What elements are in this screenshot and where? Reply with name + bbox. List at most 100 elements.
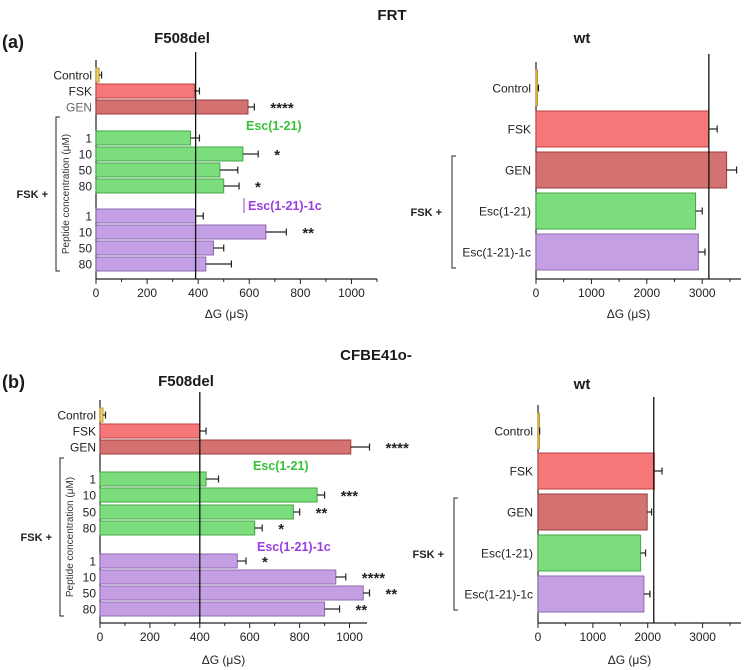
b-right-title: wt <box>573 376 591 393</box>
a-right-category-label: Esc(1-21)-1c <box>462 246 531 260</box>
a-right-x-label: ΔG (μS) <box>607 307 651 321</box>
a-left-bar-fsk <box>95 83 195 99</box>
b-left-group-label: FSK + <box>21 532 52 544</box>
b-right-category-label: Control <box>494 425 533 439</box>
b-right-tick-label: 1000 <box>580 630 607 644</box>
a-right-category-label: GEN <box>505 164 531 178</box>
b-right-bar-esc1c <box>537 575 645 613</box>
b-right-category-label: GEN <box>507 506 533 520</box>
a-left-bar-control <box>95 67 100 83</box>
a-left-category-label: 1 <box>85 210 92 224</box>
a-right-title: wt <box>573 30 591 47</box>
a-left-tick-label: 0 <box>93 286 100 300</box>
a-left-tick-label: 400 <box>188 286 208 300</box>
a-right-category-label: Esc(1-21) <box>479 205 531 219</box>
a-left-peptide-axis-label: Peptide concentration (μM) <box>61 134 72 254</box>
b-left-group-bracket <box>59 457 64 617</box>
row-a-letter: (a) <box>2 32 24 52</box>
b-left-significance: * <box>262 554 268 571</box>
b-right-group-label: FSK + <box>413 549 444 561</box>
b-left-category-label: GEN <box>70 441 96 455</box>
b-left-significance: ** <box>385 586 397 603</box>
a-left-bar-esc <box>95 178 225 194</box>
b-left-category-label: Control <box>57 409 96 423</box>
a-left-category-label: 80 <box>79 258 93 272</box>
b-left-category-label: 50 <box>83 506 97 520</box>
b-left-category-label: 1 <box>89 473 96 487</box>
b-left-category-label: FSK <box>73 425 96 439</box>
a-left-category-label: 10 <box>79 148 93 162</box>
b-left-bar-esc1c <box>99 585 364 601</box>
b-left-tick-label: 1000 <box>336 630 363 644</box>
b-left-category-label: 10 <box>83 571 97 585</box>
b-left-annotation-esc1c: Esc(1-21)-1c <box>257 540 331 554</box>
b-left-bar-esc <box>99 504 294 520</box>
a-left-bar-esc <box>95 130 192 146</box>
b-left-significance: *** <box>341 488 359 505</box>
b-left-tick-label: 800 <box>290 630 310 644</box>
a-right-tick-label: 1000 <box>578 286 605 300</box>
b-left-bar-esc1c <box>99 553 238 569</box>
b-left-bar-esc1c <box>99 569 337 585</box>
b-left-category-label: 80 <box>83 603 97 617</box>
a-right-bar-gen <box>535 151 728 189</box>
a-right-category-label: FSK <box>508 123 531 137</box>
b-right-category-label: FSK <box>510 465 533 479</box>
a-left-annotation-esc1c: Esc(1-21)-1c <box>248 199 322 213</box>
a-left-bar-gen <box>95 99 249 115</box>
a-right-bar-control <box>535 69 538 107</box>
a-right-category-label: Control <box>492 82 531 96</box>
b-right-tick-label: 0 <box>535 630 542 644</box>
a-left-significance: * <box>274 147 280 164</box>
b-right-category-label: Esc(1-21) <box>481 547 533 561</box>
a-left-category-label: Control <box>53 69 92 83</box>
row-b-letter: (b) <box>2 372 25 392</box>
a-left-tick-label: 1000 <box>338 286 365 300</box>
a-left-tick-label: 200 <box>137 286 157 300</box>
b-right-tick-label: 3000 <box>689 630 716 644</box>
b-right-bar-gen <box>537 493 648 531</box>
b-left-significance: **** <box>385 440 409 457</box>
a-left-bar-esc <box>95 146 244 162</box>
a-left-category-label: 80 <box>79 180 93 194</box>
b-right-bar-esc <box>537 534 642 572</box>
b-left-bar-control <box>99 407 104 423</box>
b-left-bar-esc1c <box>99 601 326 617</box>
b-left-bar-esc <box>99 471 207 487</box>
b-right-category-label: Esc(1-21)-1c <box>464 588 533 602</box>
b-left-bar-gen <box>99 439 352 455</box>
b-left-category-label: 50 <box>83 587 97 601</box>
b-left-bar-esc <box>99 520 256 536</box>
b-left-significance: ** <box>356 602 368 619</box>
a-left-bar-esc1c <box>95 224 267 240</box>
b-left-annotation-esc: Esc(1-21) <box>253 459 309 473</box>
a-left-category-label: 10 <box>79 226 93 240</box>
a-left-category-label: GEN <box>66 101 92 115</box>
b-right-tick-label: 2000 <box>634 630 661 644</box>
b-left-significance: **** <box>362 570 386 587</box>
a-left-category-label: 50 <box>79 242 93 256</box>
b-left-category-label: 80 <box>83 522 97 536</box>
a-left-bar-esc1c <box>95 208 197 224</box>
b-left-significance: * <box>278 521 284 538</box>
a-left-title: F508del <box>154 30 210 47</box>
a-left-group-label: FSK + <box>17 189 48 201</box>
a-left-significance: ** <box>302 225 314 242</box>
a-left-category-label: 1 <box>85 132 92 146</box>
a-left-significance: * <box>255 179 261 196</box>
b-left-bar-esc <box>99 487 318 503</box>
a-right-bar-fsk <box>535 110 710 148</box>
b-left-x-label: ΔG (μS) <box>202 653 246 667</box>
a-left-significance: **** <box>270 100 294 117</box>
b-left-bar-fsk <box>99 423 201 439</box>
a-right-tick-label: 3000 <box>689 286 716 300</box>
b-right-group-bracket <box>453 497 458 611</box>
b-left-title: F508del <box>158 373 214 390</box>
a-left-bar-esc1c <box>95 256 207 272</box>
b-left-peptide-axis-label: Peptide concentration (μM) <box>65 477 76 597</box>
a-left-category-label: FSK <box>69 85 92 99</box>
a-left-bar-esc <box>95 162 221 178</box>
a-right-bar-esc1c <box>535 233 699 271</box>
